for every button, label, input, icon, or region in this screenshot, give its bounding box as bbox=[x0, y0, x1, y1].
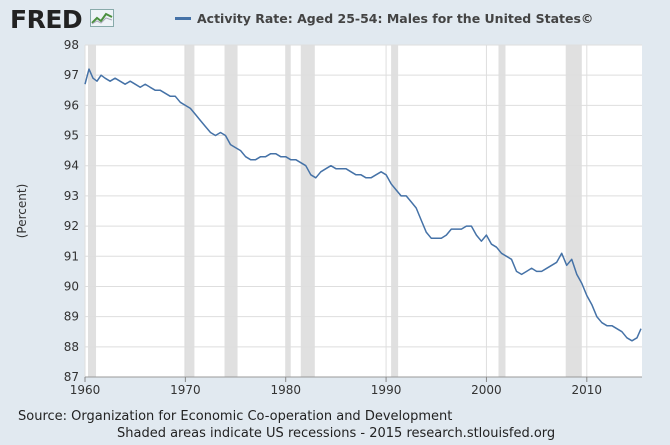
chart-header: FRED Activity Rate: Aged 25-54: Males fo… bbox=[0, 0, 670, 40]
series-layer bbox=[84, 68, 642, 342]
y-tick-label: 89 bbox=[64, 310, 79, 324]
recession-band bbox=[88, 45, 97, 377]
x-axis-ticks: 1960 1970 1980 1990 2000 2010 bbox=[70, 377, 602, 397]
line-graph-icon bbox=[90, 9, 114, 27]
y-tick-label: 90 bbox=[64, 279, 79, 293]
y-tick-label: 98 bbox=[64, 38, 79, 52]
y-tick-label: 88 bbox=[64, 340, 79, 354]
recession-bands bbox=[88, 45, 582, 377]
fred-logo[interactable]: FRED bbox=[10, 5, 83, 34]
y-tick-label: 96 bbox=[64, 98, 79, 112]
recession-band bbox=[498, 45, 506, 377]
y-tick-label: 94 bbox=[64, 159, 79, 173]
y-tick-label: 92 bbox=[64, 219, 79, 233]
recession-band bbox=[300, 45, 315, 377]
y-tick-label: 93 bbox=[64, 189, 79, 203]
x-tick-label: 2010 bbox=[572, 383, 603, 397]
recession-band bbox=[224, 45, 238, 377]
recession-band bbox=[184, 45, 195, 377]
recession-note: Shaded areas indicate US recessions - 20… bbox=[117, 426, 556, 441]
series-line[interactable] bbox=[84, 68, 642, 342]
recession-band bbox=[391, 45, 399, 377]
y-tick-label: 95 bbox=[64, 129, 79, 143]
source-note: Source: Organization for Economic Co-ope… bbox=[18, 409, 453, 424]
recession-band bbox=[565, 45, 582, 377]
x-tick-label: 1970 bbox=[170, 383, 201, 397]
y-tick-label: 97 bbox=[64, 68, 79, 82]
legend-label: Activity Rate: Aged 25-54: Males for the… bbox=[197, 11, 594, 26]
y-axis-title: (Percent) bbox=[15, 184, 29, 239]
gridlines bbox=[84, 44, 642, 378]
y-axis-ticks: 87 88 89 90 91 92 93 94 95 96 97 98 bbox=[64, 38, 79, 384]
x-tick-label: 1980 bbox=[270, 383, 301, 397]
x-tick-label: 1990 bbox=[371, 383, 402, 397]
legend-swatch bbox=[175, 17, 191, 20]
y-tick-label: 87 bbox=[64, 370, 79, 384]
x-tick-label: 2000 bbox=[471, 383, 502, 397]
y-tick-label: 91 bbox=[64, 249, 79, 263]
chart-legend[interactable]: Activity Rate: Aged 25-54: Males for the… bbox=[175, 11, 593, 26]
recession-band bbox=[285, 45, 291, 377]
x-tick-label: 1960 bbox=[70, 383, 101, 397]
